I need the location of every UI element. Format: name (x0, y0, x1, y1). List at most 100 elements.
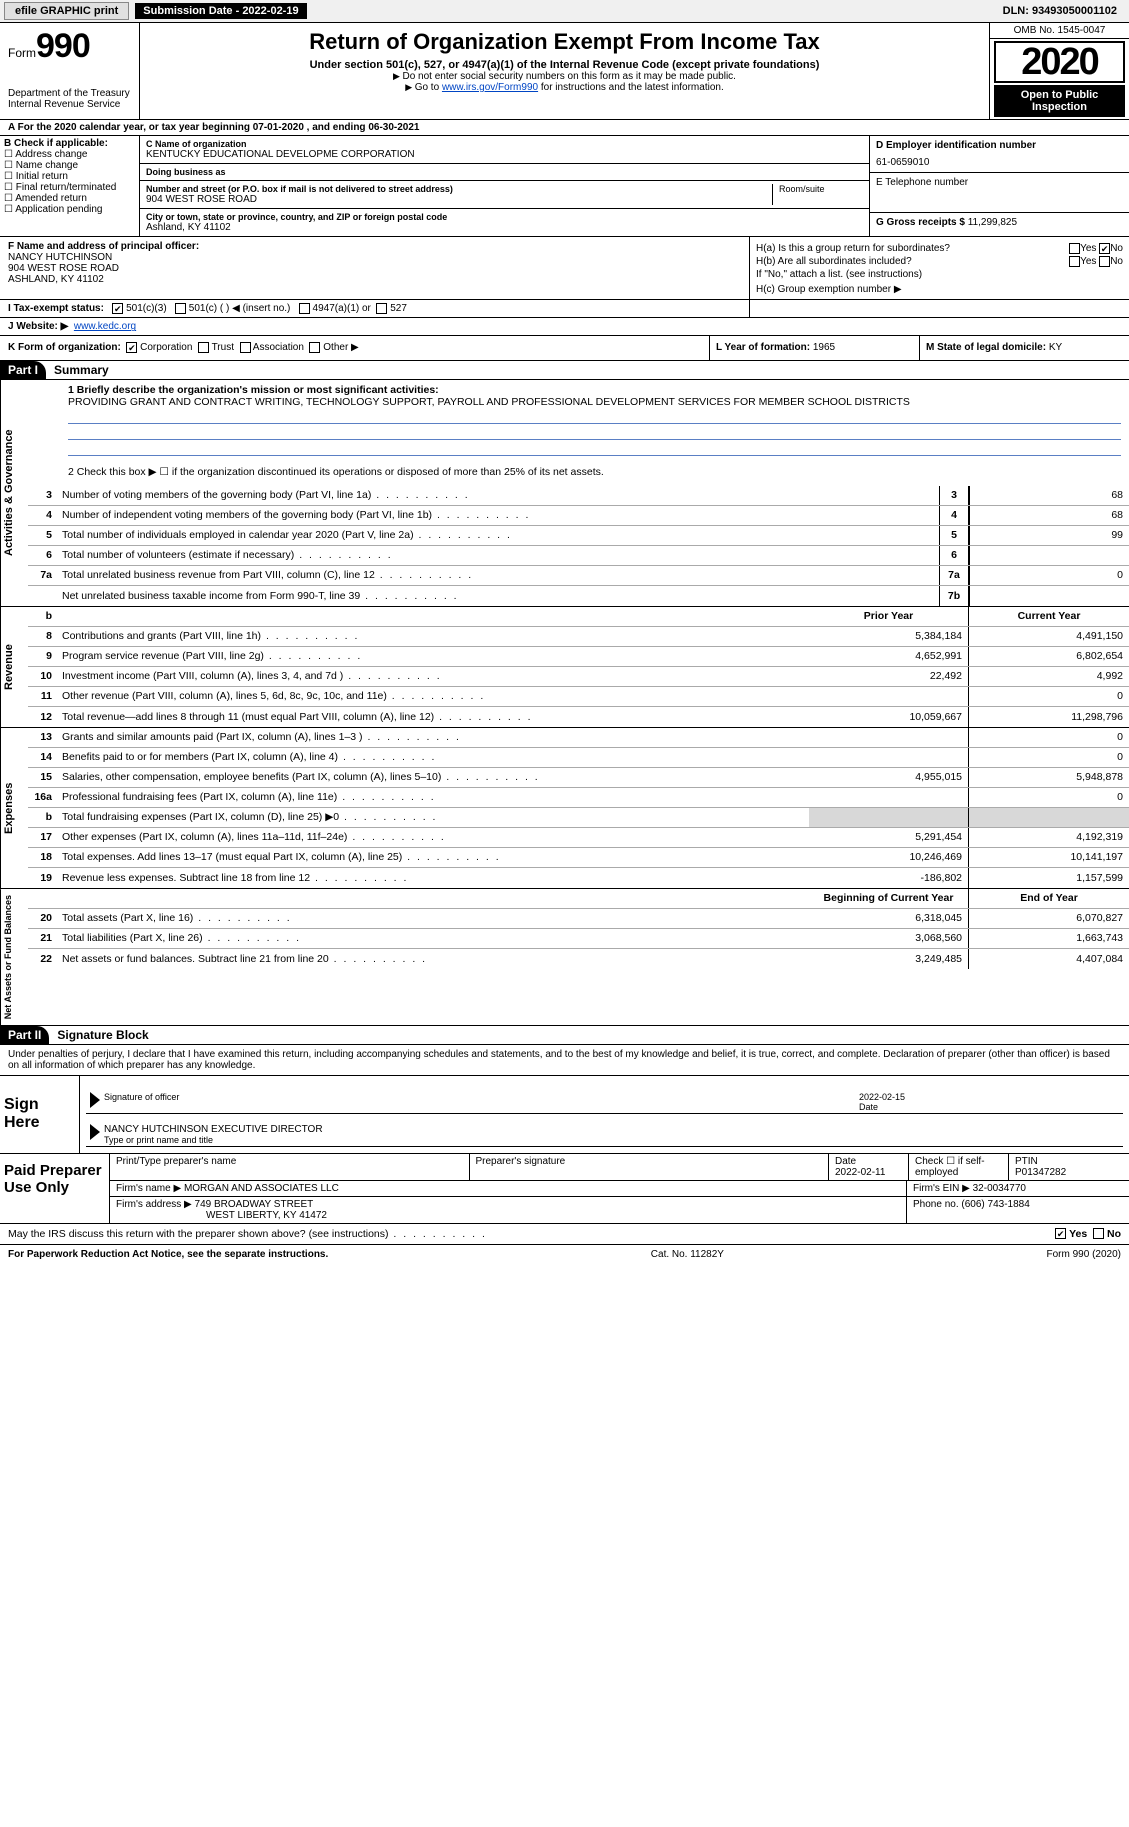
firm-ein-label: Firm's EIN ▶ (913, 1183, 970, 1194)
chk-501c[interactable] (175, 303, 186, 314)
data-line: 10 Investment income (Part VIII, column … (28, 667, 1129, 687)
preparer-row3: Firm's address ▶ 749 BROADWAY STREETWEST… (110, 1197, 1129, 1223)
efile-print-button[interactable]: efile GRAPHIC print (4, 2, 129, 20)
gov-line: 3 Number of voting members of the govern… (28, 486, 1129, 506)
data-line: 18 Total expenses. Add lines 13–17 (must… (28, 848, 1129, 868)
side-revenue: Revenue (0, 607, 28, 727)
phone-label: E Telephone number (876, 177, 1123, 188)
officer-printed-name: NANCY HUTCHINSON EXECUTIVE DIRECTOR (104, 1124, 323, 1135)
note-ssn: Do not enter social security numbers on … (148, 71, 981, 82)
chk-initial-return[interactable]: ☐ Initial return (4, 171, 135, 182)
mission-block: 1 Briefly describe the organization's mi… (28, 380, 1129, 486)
section-f-h: F Name and address of principal officer:… (0, 237, 1129, 300)
current-year-hdr: Current Year (969, 607, 1129, 626)
gross-receipts-cell: G Gross receipts $ 11,299,825 (870, 213, 1129, 232)
section-b-thru-g: B Check if applicable: ☐ Address change … (0, 136, 1129, 237)
data-line: 12 Total revenue—add lines 8 through 11 … (28, 707, 1129, 727)
chk-association[interactable] (240, 342, 251, 353)
officer-label: F Name and address of principal officer: (8, 241, 199, 252)
discuss-yes[interactable] (1055, 1228, 1066, 1239)
dba-cell: Doing business as (140, 164, 869, 181)
prep-sig-label: Preparer's signature (470, 1154, 830, 1180)
sig-arrow-icon (90, 1124, 100, 1140)
form-of-org: K Form of organization: Corporation Trus… (0, 336, 709, 359)
na-header-row: Beginning of Current Year End of Year (28, 889, 1129, 909)
hdr-b: b (28, 610, 58, 622)
b-header: B Check if applicable: (4, 138, 135, 149)
page-footer: For Paperwork Reduction Act Notice, see … (0, 1244, 1129, 1264)
gov-line: Net unrelated business taxable income fr… (28, 586, 1129, 606)
part2-header-row: Part II Signature Block (0, 1026, 1129, 1045)
discuss-row: May the IRS discuss this return with the… (0, 1224, 1129, 1244)
ha-yes[interactable] (1069, 243, 1080, 254)
city-label: City or town, state or province, country… (146, 212, 863, 222)
irs-link[interactable]: www.irs.gov/Form990 (442, 82, 538, 93)
ha-label: H(a) Is this a group return for subordin… (756, 243, 950, 254)
data-line: 21 Total liabilities (Part X, line 26) 3… (28, 929, 1129, 949)
chk-other[interactable] (309, 342, 320, 353)
data-line: 19 Revenue less expenses. Subtract line … (28, 868, 1129, 888)
hb-no[interactable] (1099, 256, 1110, 267)
form-title: Return of Organization Exempt From Incom… (148, 29, 981, 55)
data-line: 9 Program service revenue (Part VIII, li… (28, 647, 1129, 667)
sig-date-label: Date (859, 1102, 878, 1112)
prior-year-hdr: Prior Year (809, 607, 969, 626)
city-cell: City or town, state or province, country… (140, 209, 869, 236)
chk-amended-return[interactable]: ☐ Amended return (4, 193, 135, 204)
ein-label: D Employer identification number (876, 140, 1123, 151)
part1-badge: Part I (0, 361, 46, 379)
form-subtitle: Under section 501(c), 527, or 4947(a)(1)… (148, 59, 981, 71)
k-label: K Form of organization: (8, 343, 121, 354)
open-to-public: Open to Public Inspection (994, 85, 1125, 117)
mission-line (68, 426, 1121, 440)
chk-application-pending[interactable]: ☐ Application pending (4, 204, 135, 215)
firm-phone: (606) 743-1884 (961, 1199, 1029, 1210)
chk-527[interactable] (376, 303, 387, 314)
hb-yes[interactable] (1069, 256, 1080, 267)
officer-name: NANCY HUTCHINSON (8, 252, 741, 263)
chk-trust[interactable] (198, 342, 209, 353)
data-line: 16a Professional fundraising fees (Part … (28, 788, 1129, 808)
revenue-header-row: b Prior Year Current Year (28, 607, 1129, 627)
prep-self-employed: Check ☐ if self-employed (909, 1154, 1009, 1180)
street-value: 904 WEST ROSE ROAD (146, 194, 768, 205)
org-name-label: C Name of organization (146, 139, 863, 149)
firm-name-label: Firm's name ▶ (116, 1183, 181, 1194)
mission-line (68, 410, 1121, 424)
chk-final-return[interactable]: ☐ Final return/terminated (4, 182, 135, 193)
col-d-e-g: D Employer identification number 61-0659… (869, 136, 1129, 236)
data-line: 20 Total assets (Part X, line 16) 6,318,… (28, 909, 1129, 929)
side-expenses: Expenses (0, 728, 28, 888)
section-klm: K Form of organization: Corporation Trus… (0, 336, 1129, 360)
discuss-no[interactable] (1093, 1228, 1104, 1239)
submission-date: Submission Date - 2022-02-19 (135, 3, 306, 19)
ein-cell: D Employer identification number 61-0659… (870, 136, 1129, 173)
chk-corporation[interactable] (126, 342, 137, 353)
gov-line: 7a Total unrelated business revenue from… (28, 566, 1129, 586)
data-line: b Total fundraising expenses (Part IX, c… (28, 808, 1129, 828)
chk-name-change[interactable]: ☐ Name change (4, 160, 135, 171)
firm-ein: 32-0034770 (973, 1183, 1026, 1194)
ha-no[interactable] (1099, 243, 1110, 254)
chk-501c3[interactable] (112, 303, 123, 314)
chk-4947[interactable] (299, 303, 310, 314)
state-domicile: M State of legal domicile: KY (919, 336, 1129, 359)
mission-text: PROVIDING GRANT AND CONTRACT WRITING, TE… (68, 396, 1121, 408)
ein-value: 61-0659010 (876, 157, 1123, 168)
expenses-section: Expenses 13 Grants and similar amounts p… (0, 728, 1129, 889)
website-link[interactable]: www.kedc.org (74, 321, 136, 332)
data-line: 15 Salaries, other compensation, employe… (28, 768, 1129, 788)
firm-name: MORGAN AND ASSOCIATES LLC (184, 1183, 339, 1194)
data-line: 8 Contributions and grants (Part VIII, l… (28, 627, 1129, 647)
chk-address-change[interactable]: ☐ Address change (4, 149, 135, 160)
row-a-tax-year: A For the 2020 calendar year, or tax yea… (0, 120, 1129, 136)
end-year-hdr: End of Year (969, 889, 1129, 908)
hb-label: H(b) Are all subordinates included? (756, 256, 912, 267)
section-i: I Tax-exempt status: 501(c)(3) 501(c) ( … (0, 300, 1129, 318)
hc-spacer (749, 300, 1129, 317)
name-title-label: Type or print name and title (104, 1135, 213, 1145)
note-goto: Go to www.irs.gov/Form990 for instructio… (148, 82, 981, 93)
org-name: KENTUCKY EDUCATIONAL DEVELOPME CORPORATI… (146, 149, 863, 160)
year-formation: L Year of formation: 1965 (709, 336, 919, 359)
part2-badge: Part II (0, 1026, 49, 1044)
